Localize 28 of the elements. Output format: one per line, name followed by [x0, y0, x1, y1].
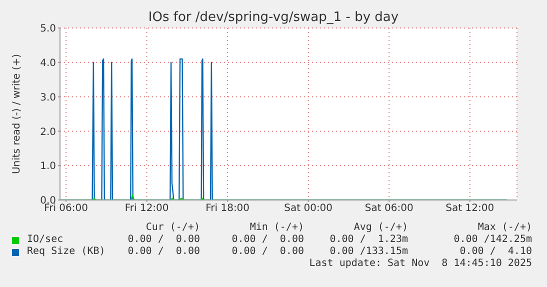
text: 0.00 / 0.00 — [232, 246, 304, 258]
legend-label: IO/sec — [27, 234, 64, 246]
y-tick-label: 2.0 — [40, 126, 56, 138]
x-tick-label: Sat 06:00 — [364, 203, 414, 214]
text: 0.00 /142.25m — [454, 234, 532, 246]
chart-title: IOs for /dev/spring-vg/swap_1 - by day — [147, 10, 400, 25]
x-tick-label: Fri 12:00 — [124, 203, 169, 214]
x-tick-label: Sat 12:00 — [446, 203, 494, 214]
y-axis-title: Units read (-) / write (+) — [12, 54, 23, 174]
legend-label: Req Size (KB) — [27, 246, 106, 258]
x-tick-label: Fri 18:00 — [206, 203, 250, 214]
y-tick-label: 3.0 — [40, 92, 56, 104]
text: Min (-/+) — [250, 222, 304, 234]
y-tick-label: 5.0 — [40, 24, 56, 35]
text: 0.00 / 4.10 — [460, 246, 532, 258]
x-tick-label: Fri 06:00 — [44, 203, 88, 214]
text: Avg (-/+) — [354, 222, 408, 234]
text: 0.00 / 0.00 — [128, 246, 200, 258]
y-tick-label: 1.0 — [40, 161, 56, 172]
text: Cur (-/+) — [146, 222, 200, 234]
text: Last update: Sat Nov 8 14:45:10 2025 — [309, 258, 532, 270]
x-tick-label: Sat 00:00 — [284, 203, 333, 214]
text: Max (-/+) — [478, 222, 532, 234]
text: 0.00 / 1.23m — [330, 234, 408, 246]
y-tick-label: 4.0 — [40, 58, 56, 69]
text: 0.00 / 0.00 — [128, 234, 200, 246]
text: 0.00 / 0.00 — [232, 234, 304, 246]
text: 0.00 /133.15m — [330, 246, 408, 258]
